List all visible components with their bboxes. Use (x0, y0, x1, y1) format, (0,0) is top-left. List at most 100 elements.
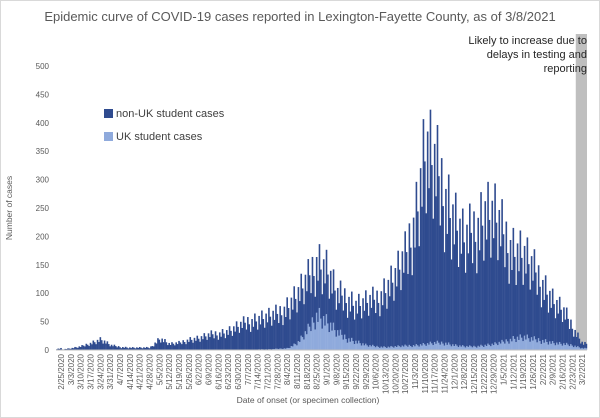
bar-non-uk-student-cases (70, 348, 72, 350)
bar-non-uk-student-cases (497, 260, 499, 346)
bar-non-uk-student-cases (133, 347, 135, 350)
bar-uk-student-cases (547, 344, 550, 350)
bar-non-uk-student-cases (407, 273, 409, 347)
bar-non-uk-student-cases (543, 299, 546, 343)
bar-non-uk-student-cases (463, 242, 465, 347)
bar-non-uk-student-cases (322, 259, 325, 317)
bar-uk-student-cases (453, 346, 456, 350)
bar-uk-student-cases (432, 345, 435, 350)
bar-non-uk-student-cases (95, 344, 97, 350)
bar-uk-student-cases (528, 338, 530, 350)
x-tick-label: 4/7/2020 (116, 353, 125, 385)
bar-non-uk-student-cases (386, 308, 388, 349)
bar-uk-student-cases (429, 341, 432, 350)
bar-non-uk-student-cases (235, 321, 238, 350)
bar-uk-student-cases (329, 322, 332, 350)
bar-non-uk-student-cases (332, 269, 335, 323)
bar-non-uk-student-cases (242, 316, 245, 350)
bar-uk-student-cases (557, 344, 560, 350)
x-tick-label: 7/14/2020 (254, 353, 263, 389)
bar-non-uk-student-cases (148, 348, 151, 350)
bar-non-uk-student-cases (189, 337, 192, 350)
bar-non-uk-student-cases (88, 346, 90, 350)
bar-uk-student-cases (377, 346, 380, 350)
bar-uk-student-cases (419, 344, 422, 350)
bar-uk-student-cases (294, 344, 297, 350)
bar-non-uk-student-cases (225, 330, 228, 350)
bar-uk-student-cases (530, 337, 533, 350)
bar-non-uk-student-cases (112, 346, 114, 350)
bar-uk-student-cases (391, 346, 394, 350)
bar-non-uk-student-cases (581, 341, 583, 348)
bar-non-uk-student-cases (381, 305, 384, 348)
bar-non-uk-student-cases (273, 319, 276, 350)
bar-uk-student-cases (508, 343, 510, 350)
bar-uk-student-cases (297, 341, 300, 350)
bar-non-uk-student-cases (575, 336, 578, 348)
bar-non-uk-student-cases (182, 340, 185, 350)
bar-non-uk-student-cases (58, 348, 61, 350)
y-tick-label: 150 (36, 261, 50, 270)
bar-uk-student-cases (327, 323, 329, 350)
x-tick-label: 1/12/2021 (509, 353, 518, 389)
bar-non-uk-student-cases (307, 259, 310, 324)
x-tick-label: 9/15/2020 (342, 353, 351, 389)
bar-non-uk-student-cases (152, 346, 155, 350)
bar-non-uk-student-cases (509, 240, 512, 339)
bar-non-uk-student-cases (327, 274, 329, 324)
bar-non-uk-student-cases (98, 342, 100, 350)
bar-non-uk-student-cases (154, 342, 156, 350)
bar-non-uk-student-cases (404, 231, 406, 345)
bar-uk-student-cases (478, 346, 481, 350)
bar-non-uk-student-cases (254, 313, 256, 350)
bar-uk-student-cases (349, 341, 352, 350)
y-tick-label: 500 (36, 62, 50, 71)
bar-non-uk-student-cases (335, 309, 338, 337)
bar-non-uk-student-cases (140, 347, 142, 350)
bar-non-uk-student-cases (204, 336, 207, 350)
bar-non-uk-student-cases (102, 343, 104, 350)
bar-non-uk-student-cases (258, 315, 260, 350)
bar-uk-student-cases (379, 347, 381, 350)
bar-uk-student-cases (492, 345, 495, 350)
x-tick-label: 10/20/2020 (391, 353, 400, 394)
bar-uk-student-cases (476, 347, 478, 350)
bar-uk-student-cases (480, 344, 482, 350)
shaded-reporting-delay-region (575, 34, 587, 350)
bar-uk-student-cases (353, 344, 356, 350)
bar-uk-student-cases (315, 312, 318, 350)
bar-uk-student-cases (525, 339, 527, 350)
bar-non-uk-student-cases (476, 273, 478, 348)
bar-non-uk-student-cases (473, 211, 475, 346)
x-tick-label: 10/27/2020 (401, 353, 410, 394)
bar-uk-student-cases (388, 347, 391, 350)
bar-non-uk-student-cases (193, 337, 196, 350)
bar-uk-student-cases (335, 336, 338, 350)
bar-uk-student-cases (526, 334, 529, 350)
bar-uk-student-cases (431, 343, 433, 350)
bar-non-uk-student-cases (306, 291, 308, 335)
bar-uk-student-cases (424, 344, 426, 350)
bar-uk-student-cases (575, 347, 578, 350)
bar-non-uk-student-cases (397, 250, 399, 346)
bar-non-uk-student-cases (166, 345, 169, 350)
bar-uk-student-cases (408, 344, 411, 350)
bar-non-uk-student-cases (220, 336, 222, 350)
x-tick-label: 4/21/2020 (136, 353, 145, 389)
bar-non-uk-student-cases (151, 346, 154, 350)
bar-uk-student-cases (490, 346, 492, 350)
bar-uk-student-cases (567, 344, 569, 350)
bar-uk-student-cases (495, 343, 498, 350)
bar-non-uk-student-cases (398, 269, 401, 347)
bar-non-uk-student-cases (158, 339, 161, 350)
annotation-note-line: delays in testing and (487, 49, 587, 61)
bar-uk-student-cases (438, 342, 440, 350)
bar-uk-student-cases (372, 344, 374, 350)
bar-non-uk-student-cases (429, 109, 432, 342)
bar-uk-student-cases (456, 345, 458, 350)
bar-non-uk-student-cases (321, 294, 324, 329)
bar-non-uk-student-cases (272, 310, 274, 349)
bar-uk-student-cases (457, 347, 460, 350)
bar-uk-student-cases (359, 343, 362, 350)
bar-non-uk-student-cases (169, 344, 172, 350)
